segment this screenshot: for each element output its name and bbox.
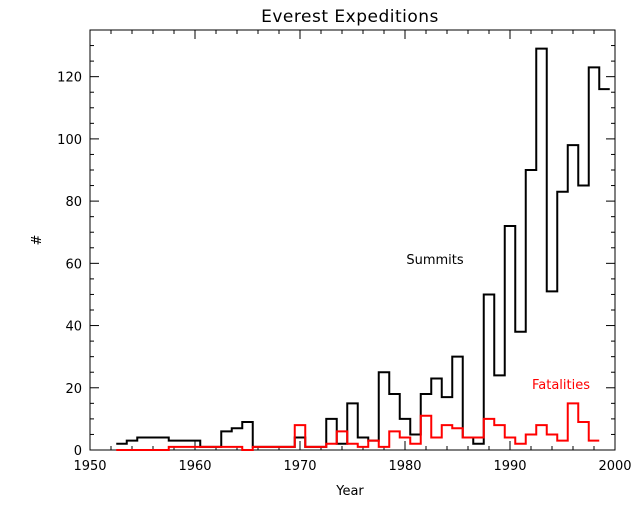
x-tick-label: 1960 <box>178 459 211 474</box>
series-label-fatalities: Fatalities <box>532 378 590 393</box>
y-tick-label: 20 <box>65 382 82 397</box>
series-group <box>116 47 610 451</box>
plot-frame <box>89 29 616 451</box>
x-tick-label: 1980 <box>388 459 421 474</box>
chart-title: Everest Expeditions <box>261 7 439 27</box>
x-tick-label: 1970 <box>283 459 316 474</box>
plot-border <box>89 29 616 451</box>
x-tick-label: 1950 <box>73 459 106 474</box>
series-line-fatalities <box>116 402 600 451</box>
x-tick-label: 1990 <box>493 459 526 474</box>
x-axis-title: Year <box>335 484 364 499</box>
y-tick-label: 0 <box>74 444 82 459</box>
y-axis: 0 20 40 60 80 100 120 <box>57 29 615 459</box>
y-tick-label: 80 <box>65 195 82 210</box>
y-tick-label: 100 <box>57 133 82 148</box>
y-tick-label: 60 <box>65 257 82 272</box>
series-label-summits: Summits <box>406 253 464 268</box>
x-axis: 1950 1960 1970 1980 1990 2000 <box>73 30 632 474</box>
y-tick-label: 120 <box>57 71 82 86</box>
y-tick-label: 40 <box>65 320 82 335</box>
y-axis-title: # <box>30 235 45 246</box>
x-tick-label: 2000 <box>598 459 631 474</box>
